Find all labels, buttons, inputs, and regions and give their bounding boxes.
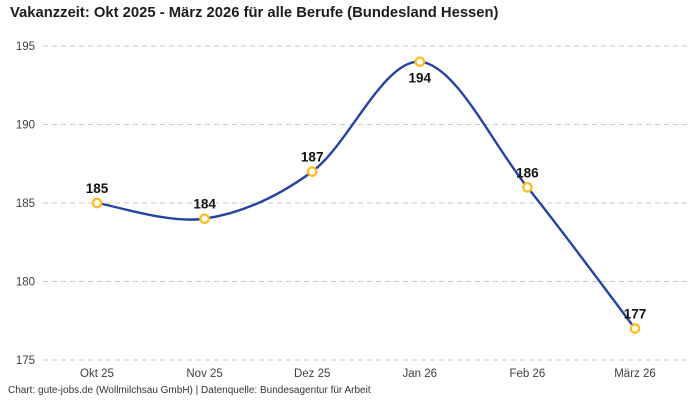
y-tick-label: 190 bbox=[16, 120, 35, 132]
data-point-marker bbox=[414, 56, 426, 68]
y-tick-label: 195 bbox=[16, 41, 35, 53]
x-tick-label: Dez 25 bbox=[294, 368, 330, 380]
x-tick-label: Okt 25 bbox=[80, 368, 114, 380]
x-tick-label: März 26 bbox=[614, 368, 656, 380]
line-series bbox=[95, 60, 637, 330]
x-tick-label: Nov 25 bbox=[186, 368, 222, 380]
x-tick-label: Jan 26 bbox=[403, 368, 438, 380]
data-point-marker bbox=[522, 181, 533, 193]
y-tick-label: 185 bbox=[16, 198, 35, 210]
data-point-marker bbox=[306, 166, 318, 177]
data-point-label: 194 bbox=[409, 71, 432, 86]
y-tick-label: 180 bbox=[16, 277, 35, 289]
data-point-label: 184 bbox=[193, 197, 216, 212]
y-tick-label: 175 bbox=[16, 355, 35, 367]
data-point-marker bbox=[199, 213, 210, 225]
data-point-marker bbox=[629, 323, 641, 334]
data-point-label: 186 bbox=[516, 165, 539, 180]
chart-title: Vakanzzeit: Okt 2025 - März 2026 für all… bbox=[10, 5, 499, 21]
data-point-label: 177 bbox=[624, 307, 647, 322]
chart-source-caption: Chart: gute-jobs.de (Wollmilchsau GmbH) … bbox=[8, 385, 371, 396]
data-point-label: 187 bbox=[301, 150, 324, 165]
data-point-marker bbox=[91, 197, 103, 209]
x-tick-label: Feb 26 bbox=[509, 368, 545, 380]
data-point-label: 185 bbox=[86, 181, 109, 196]
